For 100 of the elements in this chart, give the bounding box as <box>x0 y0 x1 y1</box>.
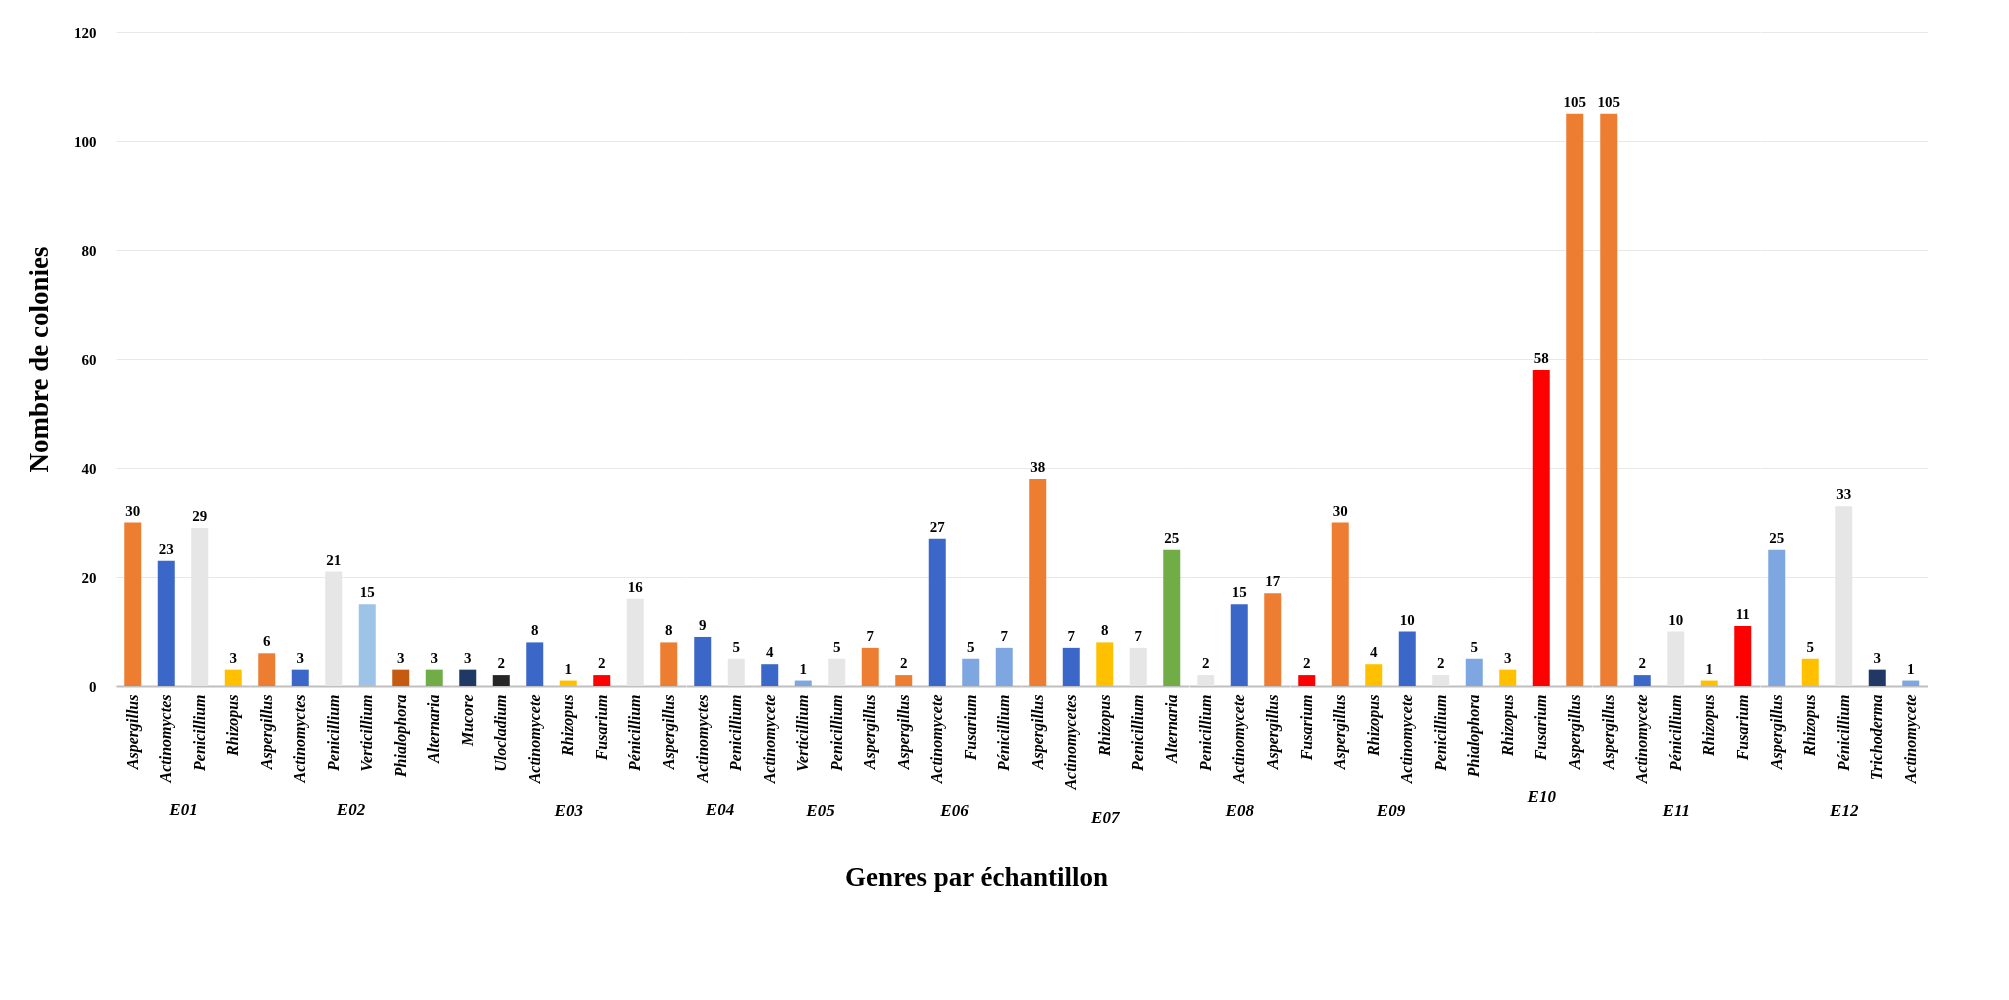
x-axis-title: E05 <box>805 801 836 821</box>
data-label: 4 <box>1370 644 1378 661</box>
data-label: 33 <box>1836 486 1852 503</box>
x-axis-title: E11 <box>1661 801 1690 821</box>
x-tick-label: Trichoderma <box>1868 694 1886 781</box>
bar <box>1768 549 1786 686</box>
bar <box>392 669 410 686</box>
x-tick-label: Actinomycete <box>1633 694 1652 785</box>
bar <box>459 669 477 686</box>
x-tick-label: Actinomycetes <box>1062 694 1081 791</box>
x-tick-label: Fusarium <box>961 694 979 762</box>
x-tick-label: Rhizopus <box>224 694 243 757</box>
data-label: 3 <box>1504 649 1512 666</box>
x-tick-label: Rhizopus <box>1801 694 1820 757</box>
data-label: 1 <box>1907 660 1915 677</box>
data-label: 1 <box>799 660 807 677</box>
x-tick-label: Aspergillus <box>257 694 276 771</box>
y-tick-label: 120 <box>74 24 97 41</box>
data-label: 2 <box>1303 655 1311 672</box>
data-label: 58 <box>1533 349 1549 366</box>
data-label: 2 <box>1638 655 1646 672</box>
x-tick-label: Verticillium <box>358 694 376 772</box>
data-label: 2 <box>900 655 908 672</box>
bar <box>1902 680 1920 686</box>
y-tick-label: 60 <box>81 351 97 368</box>
x-tick-label: Penicillium <box>1431 694 1449 772</box>
data-label: 2 <box>497 655 505 672</box>
x-axis-title: E02 <box>335 800 366 820</box>
x-tick-label: Aspergillus <box>659 694 678 771</box>
x-tick-label: Alternaria <box>425 694 443 764</box>
x-tick-label: Fusarium <box>1733 694 1751 762</box>
data-label: 105 <box>1597 93 1620 110</box>
data-label: 3 <box>397 649 405 666</box>
x-tick-label: Aspergillus <box>1599 694 1618 771</box>
x-tick-label: Aspergillus <box>1767 694 1786 771</box>
bar <box>1734 626 1752 686</box>
x-axis-title: E07 <box>1090 807 1121 827</box>
x-tick-label: Pénicillium <box>995 694 1013 772</box>
bar <box>526 642 544 686</box>
data-label: 27 <box>929 518 946 535</box>
x-tick-label: Mucore <box>458 694 476 748</box>
bar <box>425 669 443 686</box>
bar <box>660 642 678 686</box>
bar <box>1029 478 1047 686</box>
bar <box>761 664 779 686</box>
data-label: 7 <box>866 627 875 644</box>
data-label: 15 <box>1231 584 1247 601</box>
bar <box>1868 669 1886 686</box>
bar <box>1398 631 1416 686</box>
data-label: 25 <box>1769 529 1785 546</box>
x-tick-label: Fusarium <box>1297 694 1315 762</box>
data-label: 3 <box>464 649 472 666</box>
data-label: 15 <box>359 584 375 601</box>
x-tick-label: Actinomyctes <box>693 694 712 784</box>
y-tick-label: 0 <box>89 678 97 695</box>
data-label: 10 <box>1399 611 1415 628</box>
bar <box>928 538 946 686</box>
bar <box>1331 522 1349 686</box>
x-tick-label: Penicillium <box>827 694 845 772</box>
x-tick-label: Rhizopus <box>559 694 578 757</box>
data-label: 30 <box>125 502 141 519</box>
x-tick-label: Actinomycete <box>928 694 947 785</box>
data-label: 8 <box>1101 622 1109 639</box>
data-label: 29 <box>192 507 208 524</box>
x-tick-label: Rhizopus <box>1700 694 1719 757</box>
data-label: 3 <box>296 649 304 666</box>
x-tick-label: Actinomycete <box>1398 694 1417 785</box>
x-tick-label: Aspergillus <box>123 694 142 771</box>
y-tick-label: 40 <box>81 460 97 477</box>
bar <box>1062 647 1080 686</box>
x-axis-title: E10 <box>1526 787 1557 807</box>
x-tick-label: Phialophora <box>1465 694 1484 779</box>
y-tick-label: 100 <box>74 133 97 150</box>
x-tick-label: Aspergillus <box>1565 694 1584 771</box>
bar <box>962 658 980 686</box>
bar <box>1432 675 1450 686</box>
y-tick-label: 80 <box>81 242 97 259</box>
x-tick-label: Actinomyctes <box>157 694 176 784</box>
x-tick-label: Fusarium <box>1532 694 1550 762</box>
x-tick-label: Aspergillus <box>1263 694 1282 771</box>
x-tick-label: Rhizopus <box>1498 694 1517 757</box>
bar <box>358 604 376 686</box>
x-tick-label: Penicillium <box>190 694 208 772</box>
data-label: 105 <box>1563 93 1586 110</box>
x-tick-label: Penicillium <box>727 694 745 772</box>
bar <box>1365 664 1383 686</box>
bar <box>559 680 577 686</box>
y-tick-label: 20 <box>81 569 97 586</box>
bar <box>828 658 846 686</box>
x-tick-label: Rhizopus <box>1364 694 1383 757</box>
data-label: 23 <box>158 540 174 557</box>
bar <box>895 675 913 686</box>
x-tick-label: Aspergillus <box>894 694 913 771</box>
bar <box>1667 631 1685 686</box>
data-label: 11 <box>1735 606 1750 623</box>
x-tick-label: Pénicillium <box>626 694 644 772</box>
bar <box>492 675 510 686</box>
data-label: 5 <box>967 638 975 655</box>
data-label: 7 <box>1067 627 1076 644</box>
x-tick-label: Fusarium <box>592 694 610 762</box>
